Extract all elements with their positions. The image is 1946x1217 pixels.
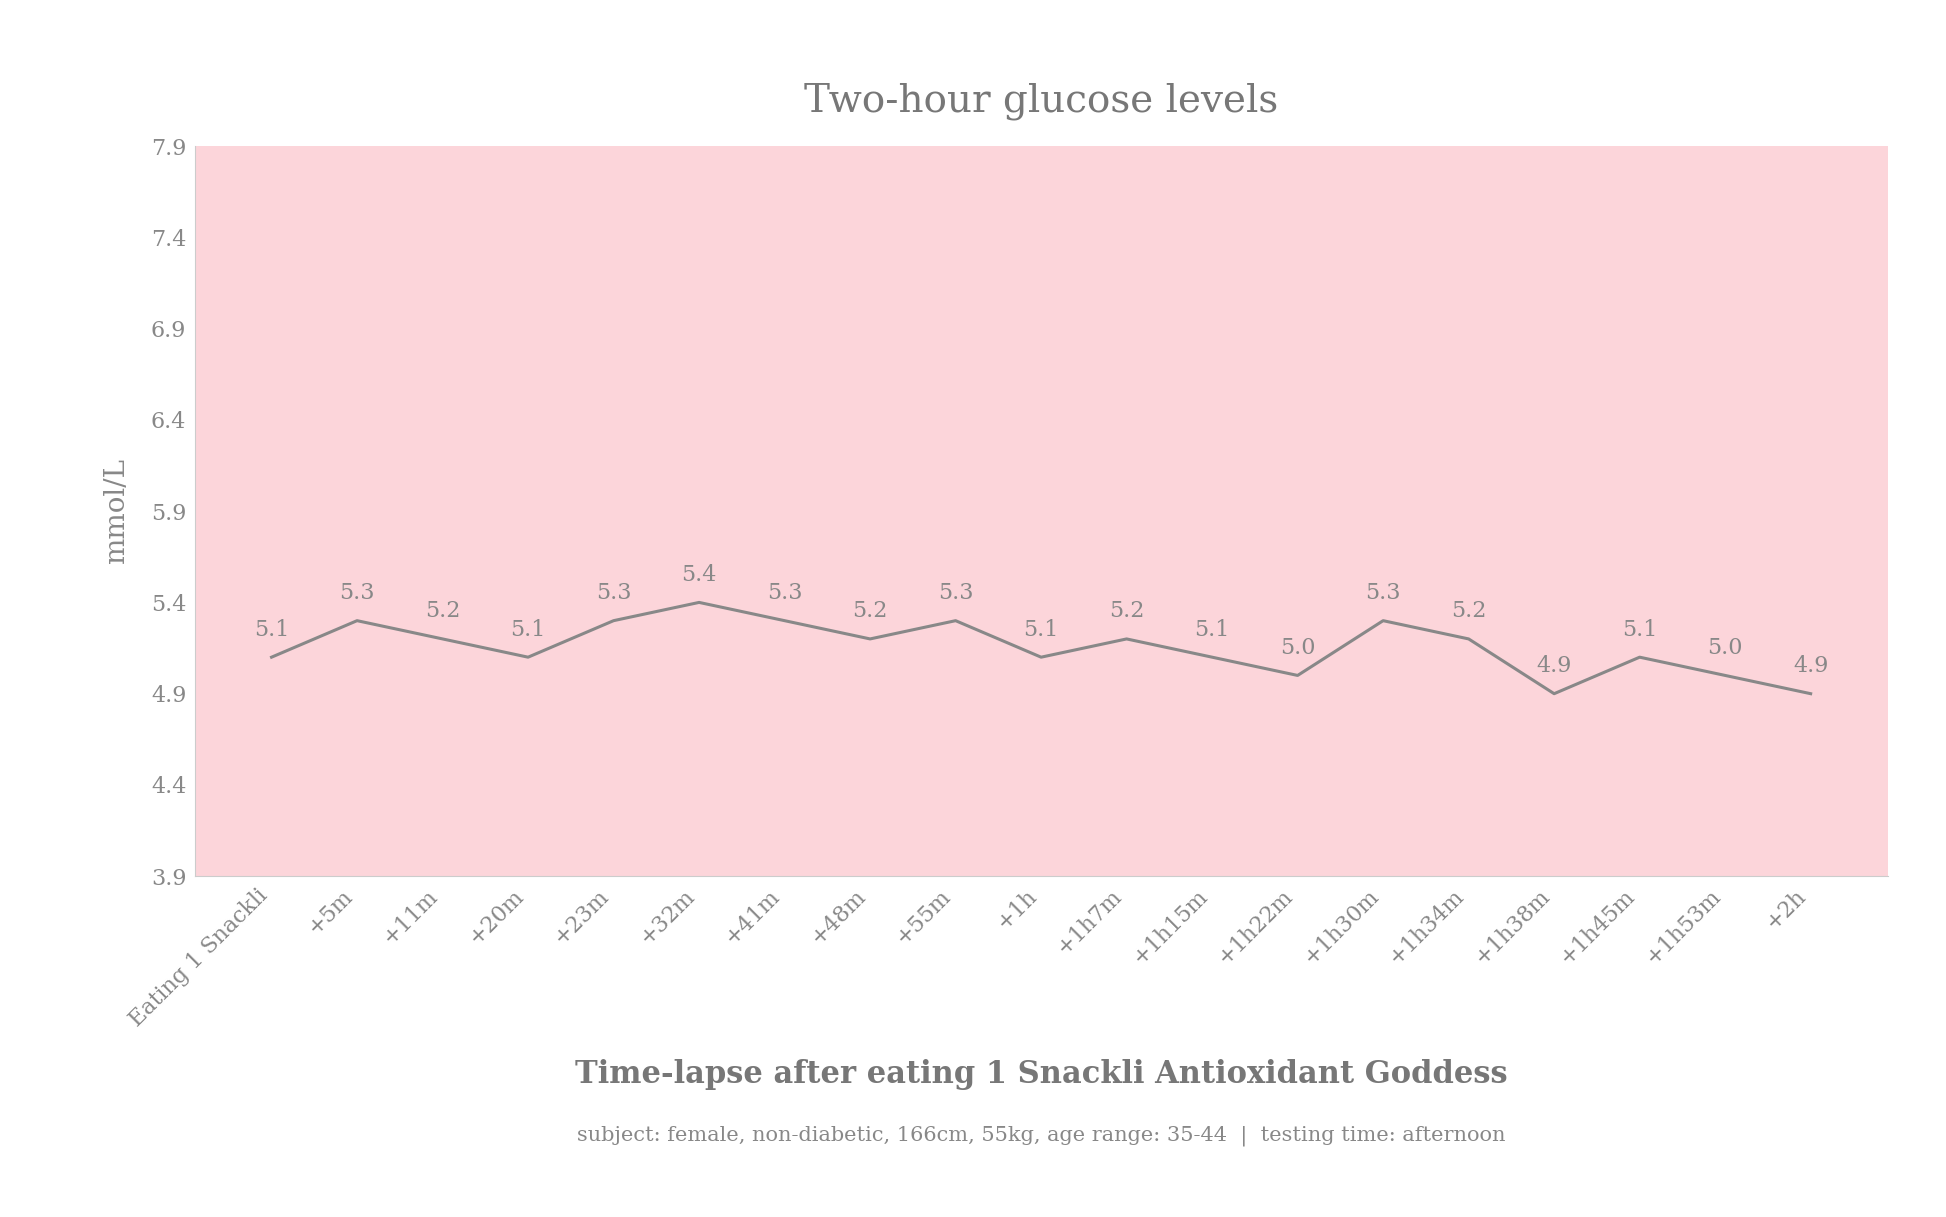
Text: 5.1: 5.1 bbox=[1621, 618, 1658, 641]
Text: 5.0: 5.0 bbox=[1280, 636, 1315, 660]
Text: 5.3: 5.3 bbox=[938, 582, 973, 605]
Text: 5.2: 5.2 bbox=[852, 600, 887, 623]
Text: 4.9: 4.9 bbox=[1537, 655, 1572, 677]
Text: 5.1: 5.1 bbox=[1024, 618, 1059, 641]
Text: 5.0: 5.0 bbox=[1707, 636, 1744, 660]
Text: subject: female, non-diabetic, 166cm, 55kg, age range: 35-44  |  testing time: a: subject: female, non-diabetic, 166cm, 55… bbox=[576, 1126, 1506, 1146]
Title: Two-hour glucose levels: Two-hour glucose levels bbox=[804, 83, 1279, 119]
Text: 5.3: 5.3 bbox=[1366, 582, 1401, 605]
Text: 5.2: 5.2 bbox=[1109, 600, 1144, 623]
Text: 5.3: 5.3 bbox=[767, 582, 802, 605]
Text: 5.1: 5.1 bbox=[253, 618, 290, 641]
Text: Time-lapse after eating 1 Snackli Antioxidant Goddess: Time-lapse after eating 1 Snackli Antiox… bbox=[574, 1059, 1508, 1089]
Text: 5.2: 5.2 bbox=[424, 600, 461, 623]
Text: 4.9: 4.9 bbox=[1792, 655, 1829, 677]
Text: 5.1: 5.1 bbox=[510, 618, 545, 641]
Text: 5.2: 5.2 bbox=[1452, 600, 1487, 623]
Text: 5.1: 5.1 bbox=[1195, 618, 1230, 641]
Text: 5.3: 5.3 bbox=[339, 582, 376, 605]
Text: 5.4: 5.4 bbox=[681, 563, 716, 587]
Text: 5.3: 5.3 bbox=[595, 582, 631, 605]
Y-axis label: mmol/L: mmol/L bbox=[103, 458, 130, 565]
